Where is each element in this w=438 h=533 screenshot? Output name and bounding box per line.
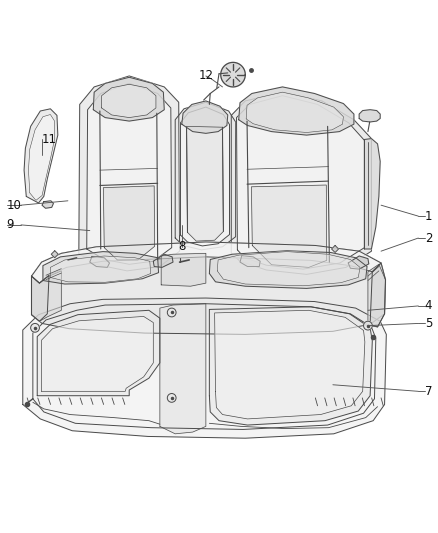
Polygon shape	[182, 101, 228, 133]
Text: 1: 1	[425, 209, 432, 223]
Polygon shape	[187, 126, 223, 241]
Polygon shape	[51, 251, 58, 258]
Polygon shape	[251, 185, 327, 268]
Polygon shape	[359, 110, 380, 122]
Polygon shape	[93, 77, 164, 121]
Polygon shape	[180, 107, 230, 246]
Polygon shape	[79, 76, 180, 271]
Polygon shape	[32, 275, 49, 321]
Text: 9: 9	[7, 219, 14, 231]
Text: 11: 11	[42, 133, 57, 146]
Polygon shape	[90, 256, 110, 268]
Polygon shape	[221, 62, 245, 87]
Polygon shape	[103, 186, 155, 260]
Polygon shape	[102, 84, 156, 118]
Polygon shape	[237, 96, 364, 269]
Text: 7: 7	[425, 385, 432, 398]
Polygon shape	[246, 92, 343, 133]
Circle shape	[167, 393, 176, 402]
Polygon shape	[24, 109, 58, 203]
Polygon shape	[370, 263, 385, 327]
Text: 10: 10	[7, 199, 21, 212]
Text: 8: 8	[178, 240, 185, 253]
Polygon shape	[348, 256, 369, 269]
Polygon shape	[215, 310, 365, 419]
Polygon shape	[43, 252, 159, 284]
Polygon shape	[23, 298, 386, 438]
Polygon shape	[50, 256, 151, 282]
Circle shape	[167, 308, 176, 317]
Polygon shape	[42, 317, 153, 391]
Circle shape	[31, 324, 39, 332]
Polygon shape	[209, 251, 367, 288]
Circle shape	[364, 321, 372, 330]
Polygon shape	[239, 87, 354, 135]
Text: 4: 4	[425, 300, 432, 312]
Polygon shape	[231, 92, 371, 274]
Polygon shape	[37, 310, 160, 395]
Polygon shape	[364, 139, 380, 249]
Polygon shape	[175, 102, 236, 250]
Polygon shape	[32, 242, 381, 283]
Polygon shape	[28, 115, 55, 200]
Text: 5: 5	[425, 317, 432, 330]
Polygon shape	[240, 255, 260, 266]
Polygon shape	[32, 242, 385, 334]
Polygon shape	[217, 252, 360, 286]
Polygon shape	[42, 201, 53, 208]
Polygon shape	[161, 253, 206, 286]
Text: 12: 12	[198, 69, 213, 83]
Polygon shape	[160, 304, 206, 434]
Polygon shape	[153, 254, 173, 268]
Polygon shape	[332, 246, 339, 253]
Polygon shape	[368, 264, 385, 327]
Polygon shape	[87, 84, 172, 264]
Polygon shape	[32, 271, 61, 321]
Text: 2: 2	[425, 231, 432, 245]
Polygon shape	[209, 307, 372, 425]
